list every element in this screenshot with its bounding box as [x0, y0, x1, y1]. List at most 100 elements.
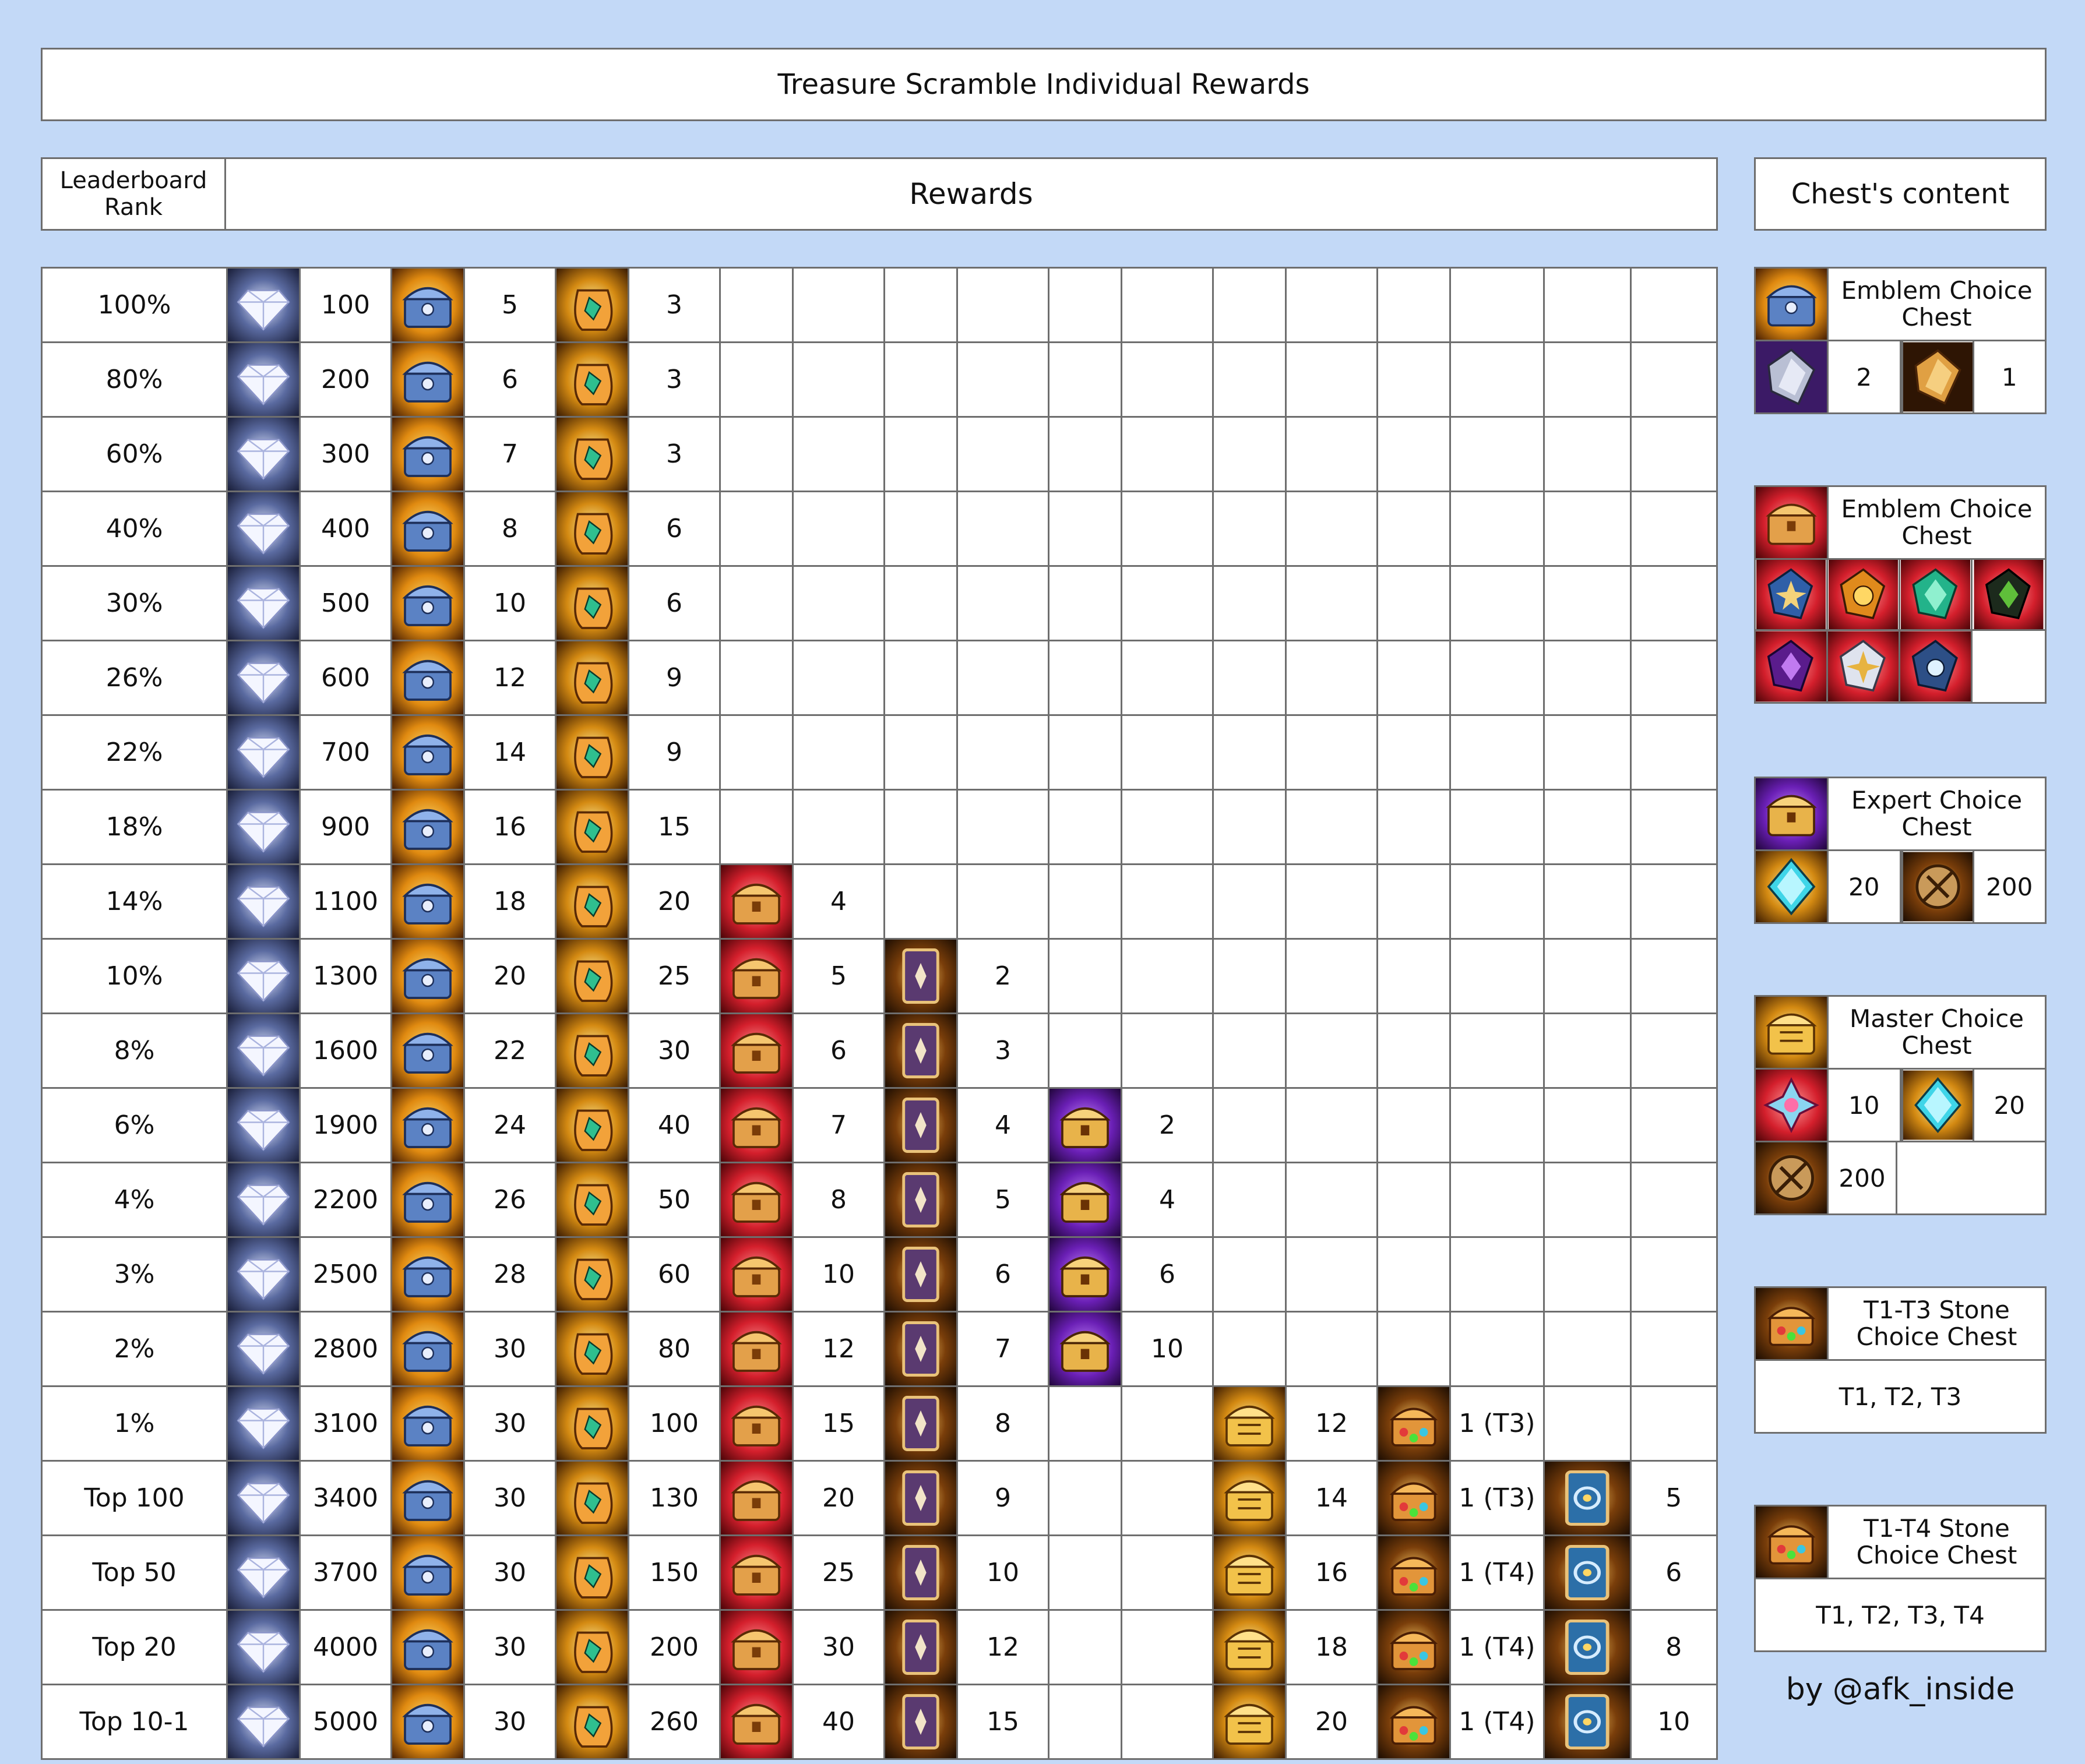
empty-cell: [1543, 938, 1632, 1014]
diamond-icon: [226, 863, 301, 940]
blue-emblem-chest-icon: [390, 1311, 465, 1387]
empty-cell: [1048, 1609, 1122, 1685]
empty-cell: [1449, 1236, 1545, 1313]
reward-amount: 4000: [299, 1609, 392, 1685]
blue-emblem-chest-icon: [390, 565, 465, 641]
empty-cell: [1048, 714, 1122, 791]
blue-emblem-chest-icon: [390, 863, 465, 940]
reward-amount: 18: [1285, 1609, 1378, 1685]
table-row: 8% 1600 22 30 6 3: [41, 1012, 1718, 1089]
reward-amount: 1 (T3): [1449, 1460, 1545, 1536]
reward-amount: 12: [1285, 1385, 1378, 1462]
blue-emblem-chest-icon: [390, 1460, 465, 1536]
empty-cell: [1121, 491, 1214, 567]
gold-emblem-icon: [1901, 341, 1974, 412]
stone-choice-chest-icon: [1376, 1684, 1451, 1760]
chest-content-text: T1, T2, T3, T4: [1816, 1600, 1985, 1629]
chest-title: Expert Choice Chest: [1851, 786, 2023, 841]
empty-cell: [1629, 714, 1718, 791]
red-emblem-chest-icon: [719, 1460, 794, 1536]
empty-cell: [1449, 267, 1545, 343]
reward-amount: 7: [463, 416, 557, 492]
reward-amount: 30: [463, 1684, 557, 1760]
empty-cell: [1121, 938, 1214, 1014]
empty-cell: [1212, 863, 1287, 940]
empty-cell: [792, 789, 885, 865]
reward-amount: 8: [1629, 1609, 1718, 1685]
empty-cell: [1285, 1162, 1378, 1238]
reward-amount: 12: [792, 1311, 885, 1387]
diamond-icon: [226, 341, 301, 418]
purple-expert-chest-icon: [1048, 1236, 1122, 1313]
stone-choice-chest-icon: [1756, 1288, 1829, 1359]
reward-amount: 1 (T4): [1449, 1534, 1545, 1611]
reward-amount: 40: [792, 1684, 885, 1760]
rank-cell: 2%: [41, 1311, 228, 1387]
reward-amount: 5: [956, 1162, 1049, 1238]
reward-amount: 1 (T4): [1449, 1684, 1545, 1760]
empty-cell: [1629, 938, 1718, 1014]
empty-cell: [1212, 565, 1287, 641]
reward-amount: 300: [299, 416, 392, 492]
reward-amount: 10: [463, 565, 557, 641]
reward-amount: 15: [628, 789, 721, 865]
gold-master-chest-icon: [1212, 1609, 1287, 1685]
table-row: Top 50 3700 30 150 25 10 16 1 (T4) 6: [41, 1534, 1718, 1611]
rank-cell: 10%: [41, 938, 228, 1014]
rank-cell: 8%: [41, 1012, 228, 1089]
blue-emblem-chest-icon: [390, 1012, 465, 1089]
empty-cell: [1285, 1236, 1378, 1313]
empty-cell: [1285, 565, 1378, 641]
summon-card-icon: [883, 1012, 958, 1089]
diamond-icon: [226, 640, 301, 716]
reward-amount: 10: [956, 1534, 1049, 1611]
empty-cell: [1212, 714, 1287, 791]
gold-emblem-pouch-icon: [555, 565, 629, 641]
red-emblem-chest-icon: [719, 1012, 794, 1089]
purple-expert-chest-icon: [1048, 1162, 1122, 1238]
reward-amount: 150: [628, 1534, 721, 1611]
reward-amount: 20: [463, 938, 557, 1014]
empty-cell: [1543, 1311, 1632, 1387]
reward-amount: 9: [628, 714, 721, 791]
empty-cell: [1543, 1162, 1632, 1238]
empty-cell: [1121, 640, 1214, 716]
empty-cell: [1629, 1311, 1718, 1387]
chest-content-value: 200: [1829, 1142, 1897, 1213]
empty-cell: [1543, 416, 1632, 492]
reward-amount: 1100: [299, 863, 392, 940]
empty-cell: [1376, 938, 1451, 1014]
rank-cell: Top 20: [41, 1609, 228, 1685]
rank-cell: 3%: [41, 1236, 228, 1313]
empty-cell: [1121, 1609, 1214, 1685]
gold-emblem-pouch-icon: [555, 1236, 629, 1313]
empty-cell: [1048, 863, 1122, 940]
reward-amount: 6: [628, 565, 721, 641]
reward-amount: 260: [628, 1684, 721, 1760]
empty-cell: [1285, 416, 1378, 492]
diamond-icon: [226, 1684, 301, 1760]
table-row: 22% 700 14 9: [41, 714, 1718, 791]
reward-amount: 20: [1285, 1684, 1378, 1760]
gold-emblem-pouch-icon: [555, 1609, 629, 1685]
diamond-icon: [226, 938, 301, 1014]
empty-cell: [719, 416, 794, 492]
diamond-icon: [226, 1012, 301, 1089]
empty-cell: [956, 416, 1049, 492]
reward-amount: 3: [628, 267, 721, 343]
empty-cell: [1449, 938, 1545, 1014]
empty-cell: [792, 714, 885, 791]
empty-cell: [956, 565, 1049, 641]
gold-emblem-pouch-icon: [555, 1311, 629, 1387]
empty-cell: [1629, 416, 1718, 492]
diamond-icon: [226, 1385, 301, 1462]
empty-cell: [956, 491, 1049, 567]
empty-cell: [883, 267, 958, 343]
empty-cell: [1543, 1012, 1632, 1089]
red-emblem-chest-icon: [1756, 487, 1829, 558]
blue-emblem-chest-icon: [390, 416, 465, 492]
summon-card-icon: [883, 1534, 958, 1611]
reward-amount: 1 (T3): [1449, 1385, 1545, 1462]
diamond-icon: [226, 1162, 301, 1238]
empty-cell: [1376, 416, 1451, 492]
